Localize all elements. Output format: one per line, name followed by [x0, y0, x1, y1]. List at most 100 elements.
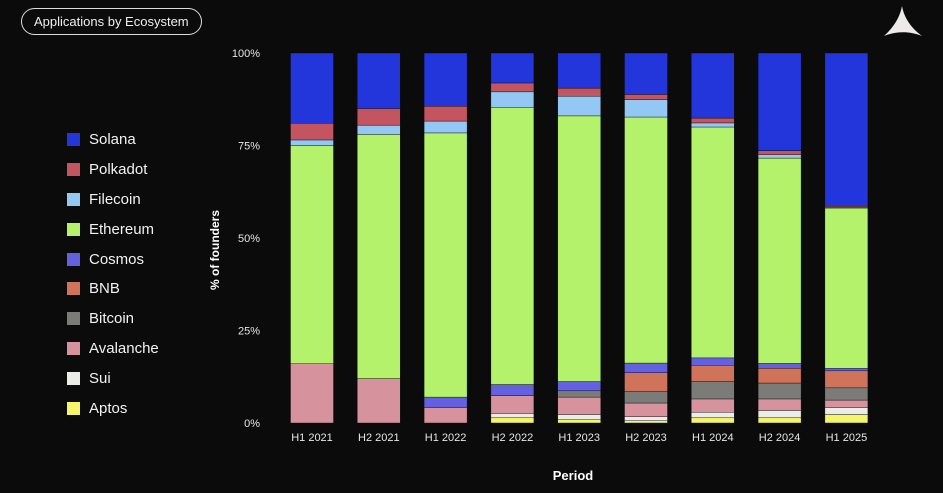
- bar-segment-ethereum: [290, 145, 334, 365]
- y-tick-label: 50%: [238, 233, 260, 245]
- bar-segment-bitcoin: [757, 382, 802, 400]
- bar-segment-solana: [691, 52, 735, 119]
- legend-swatch: [67, 371, 80, 385]
- bar-segment-avalanche: [757, 398, 802, 411]
- bar-segment-filecoin: [357, 124, 401, 135]
- bar-segment-bnb: [691, 365, 735, 382]
- legend-label: Avalanche: [89, 339, 159, 357]
- bar-segment-solana: [490, 52, 535, 84]
- bar-segment-ethereum: [824, 207, 869, 369]
- bar-segment-polkadot: [423, 106, 468, 122]
- bar-segment-sui: [490, 413, 535, 419]
- legend-swatch: [67, 192, 80, 206]
- bar-segment-polkadot: [757, 150, 802, 155]
- bar-segment-sui: [824, 407, 869, 415]
- y-axis-label: % of founders: [208, 210, 222, 290]
- bar-segment-solana: [423, 52, 468, 107]
- bar-segment-solana: [624, 52, 668, 95]
- legend-label: Bitcoin: [89, 310, 135, 328]
- bar-segment-ethereum: [557, 115, 601, 382]
- bar-segment-cosmos: [490, 384, 535, 396]
- bar-segment-avalanche: [557, 396, 601, 415]
- legend-label: Polkadot: [89, 161, 148, 179]
- x-tick-label: H2 2021: [358, 432, 400, 444]
- bar-segment-filecoin: [624, 99, 668, 118]
- x-tick-label: H2 2024: [759, 432, 801, 444]
- legend-swatch: [67, 282, 80, 296]
- bar-segment-aptos: [757, 417, 802, 424]
- bar-segment-ethereum: [691, 126, 735, 359]
- legend-swatch: [67, 133, 80, 147]
- bar-segment-polkadot: [624, 94, 668, 100]
- x-tick-label: H2 2022: [492, 432, 534, 444]
- bar-segment-filecoin: [557, 96, 601, 117]
- legend-swatch: [67, 341, 80, 355]
- legend-label: BNB: [89, 280, 120, 298]
- x-tick-label: H1 2023: [558, 432, 600, 444]
- legend-label: Solana: [89, 131, 136, 149]
- legend-item-solana: Solana: [67, 125, 159, 155]
- legend-item-polkadot: Polkadot: [67, 155, 159, 185]
- x-tick-label: H1 2022: [425, 432, 467, 444]
- bar-segment-ethereum: [757, 157, 802, 364]
- bar-segment-filecoin: [490, 91, 535, 108]
- x-tick-label: H1 2021: [291, 432, 333, 444]
- bar-segment-avalanche: [824, 399, 869, 408]
- legend-swatch: [67, 222, 80, 236]
- bar-segment-aptos: [691, 417, 735, 424]
- legend-swatch: [67, 252, 80, 266]
- bar-segment-polkadot: [557, 87, 601, 97]
- bar-segment-cosmos: [691, 357, 735, 366]
- bar-segment-bitcoin: [691, 381, 735, 400]
- bar-segment-avalanche: [290, 363, 334, 424]
- bar-segment-bnb: [824, 370, 869, 389]
- triangle-logo-icon: [884, 6, 922, 36]
- legend-item-sui: Sui: [67, 363, 159, 393]
- bar-segment-bitcoin: [557, 390, 601, 398]
- legend-label: Filecoin: [89, 190, 141, 208]
- bar-segment-filecoin: [423, 120, 468, 134]
- bar-segment-solana: [557, 52, 601, 89]
- bar-segment-ethereum: [423, 132, 468, 398]
- bar-segment-solana: [757, 52, 802, 151]
- x-tick-label: H1 2024: [692, 432, 734, 444]
- bar-segment-aptos: [624, 420, 668, 424]
- bar-segment-polkadot: [691, 117, 735, 124]
- bar-segment-cosmos: [557, 381, 601, 392]
- legend-item-cosmos: Cosmos: [67, 244, 159, 274]
- bar-segment-aptos: [557, 419, 601, 424]
- bar-segment-bitcoin: [624, 390, 668, 404]
- bar-segment-solana: [290, 52, 334, 124]
- bar-segment-sui: [557, 414, 601, 420]
- bar-segment-avalanche: [423, 407, 468, 424]
- bar-segment-avalanche: [691, 398, 735, 413]
- bar-segment-avalanche: [357, 378, 401, 424]
- x-axis-label: Period: [553, 468, 594, 483]
- legend-swatch: [67, 401, 80, 415]
- bar-segment-cosmos: [423, 396, 468, 408]
- bar-segment-filecoin: [691, 122, 735, 128]
- bar-segment-bnb: [624, 372, 668, 392]
- legend-item-avalanche: Avalanche: [67, 334, 159, 364]
- bar-segment-solana: [357, 52, 401, 109]
- bar-segment-sui: [691, 412, 735, 419]
- legend-label: Aptos: [89, 399, 128, 417]
- bar-segment-bnb: [757, 368, 802, 384]
- legend-label: Sui: [89, 369, 111, 387]
- bar-segment-avalanche: [490, 395, 535, 414]
- bar-segment-bitcoin: [824, 387, 869, 401]
- chart-title-badge: Applications by Ecosystem: [21, 8, 202, 35]
- bar-segment-aptos: [490, 417, 535, 424]
- legend-item-bitcoin: Bitcoin: [67, 304, 159, 334]
- bar-segment-ethereum: [357, 134, 401, 379]
- bar-segment-cosmos: [624, 362, 668, 373]
- y-tick-label: 25%: [238, 326, 260, 338]
- legend-item-filecoin: Filecoin: [67, 185, 159, 215]
- bar-segment-polkadot: [357, 108, 401, 126]
- legend-label: Ethereum: [89, 220, 155, 238]
- bar-segment-avalanche: [624, 402, 668, 417]
- bar-segment-sui: [624, 416, 668, 421]
- bar-segment-cosmos: [824, 368, 869, 372]
- x-tick-label: H2 2023: [625, 432, 667, 444]
